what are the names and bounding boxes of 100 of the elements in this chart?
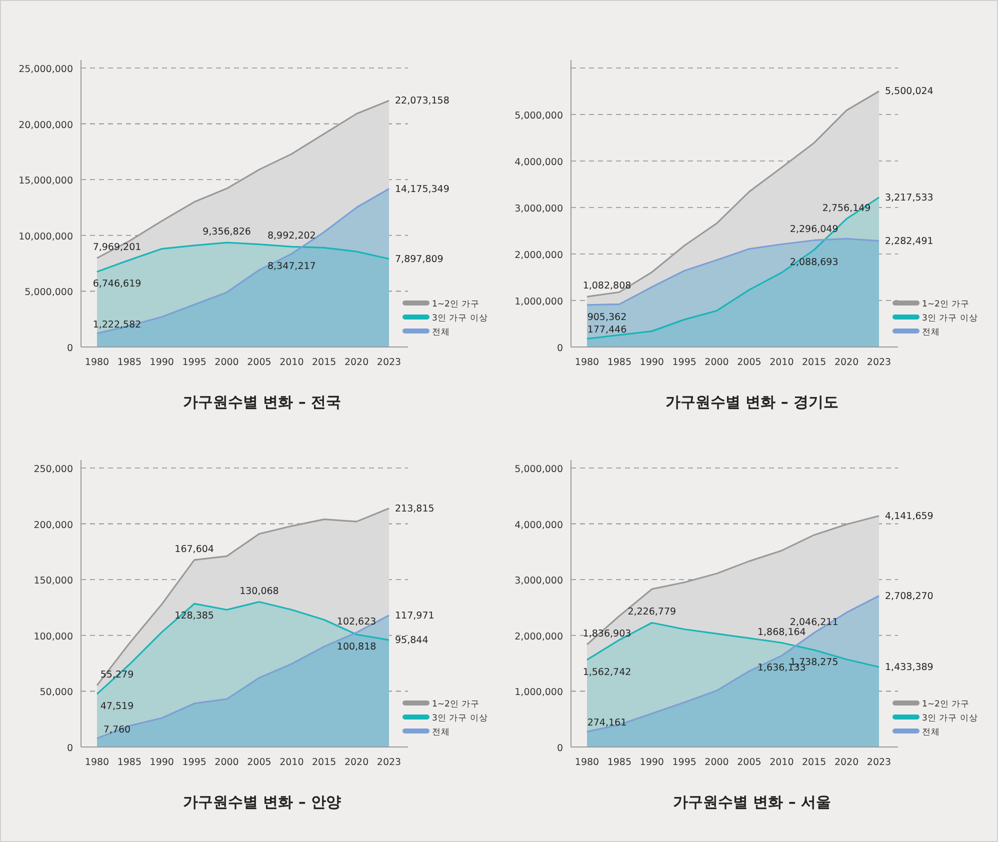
data-label: 102,623 <box>336 616 376 628</box>
y-tick-label: 50,000 <box>40 687 73 698</box>
y-tick-label: 0 <box>556 343 563 354</box>
x-tick-label: 2023 <box>376 757 402 768</box>
data-label: 4,141,659 <box>885 510 934 522</box>
legend-label: 3인 가구 이상 <box>922 314 978 324</box>
x-tick-label: 2015 <box>312 357 336 368</box>
x-tick-label: 1995 <box>672 757 696 768</box>
x-tick-label: 1995 <box>672 357 696 368</box>
x-tick-label: 1985 <box>607 757 632 768</box>
x-tick-label: 2010 <box>280 357 304 368</box>
y-tick-label: 100,000 <box>34 631 73 642</box>
y-tick-label: 25,000,000 <box>18 64 73 75</box>
x-tick-label: 2000 <box>214 357 239 368</box>
data-label: 3,217,533 <box>885 192 934 204</box>
data-label: 1,836,903 <box>582 628 632 640</box>
x-tick-label: 1990 <box>640 357 664 368</box>
x-tick-label: 1990 <box>150 357 174 368</box>
x-tick-label: 1985 <box>117 757 142 768</box>
data-label: 2,282,491 <box>885 236 934 247</box>
legend-label: 3인 가구 이상 <box>432 314 488 324</box>
y-tick-label: 1,000,000 <box>514 687 563 698</box>
x-tick-label: 2010 <box>770 357 794 368</box>
x-tick-label: 2000 <box>704 357 729 368</box>
x-tick-label: 1990 <box>150 757 174 768</box>
x-tick-label: 2010 <box>770 757 794 768</box>
x-tick-label: 1985 <box>607 357 632 368</box>
x-tick-label: 1995 <box>182 357 206 368</box>
data-label: 14,175,349 <box>395 184 450 195</box>
x-tick-label: 1980 <box>574 357 600 368</box>
y-tick-label: 200,000 <box>34 520 73 531</box>
data-label: 2,708,270 <box>885 590 934 602</box>
legend-label: 1~2인 가구 <box>922 700 970 710</box>
x-tick-label: 2000 <box>214 757 239 768</box>
x-tick-label: 2023 <box>866 757 892 768</box>
y-tick-label: 150,000 <box>34 576 73 587</box>
legend-label: 전체 <box>432 728 450 738</box>
x-tick-label: 2015 <box>312 757 336 768</box>
y-tick-label: 4,000,000 <box>514 520 563 531</box>
y-tick-label: 5,000,000 <box>514 110 563 122</box>
text: 가구원수별 변화 – 전국 <box>182 393 342 411</box>
data-label: 47,519 <box>100 700 134 712</box>
data-label: 9,356,826 <box>202 226 251 238</box>
x-tick-label: 1980 <box>84 757 110 768</box>
legend-label: 1~2인 가구 <box>432 300 480 310</box>
y-tick-label: 10,000,000 <box>18 231 73 242</box>
data-label: 117,971 <box>395 610 434 622</box>
data-label: 6,746,619 <box>92 278 142 290</box>
data-label: 100,818 <box>336 641 376 652</box>
y-tick-label: 3,000,000 <box>514 576 563 587</box>
y-tick-label: 0 <box>556 743 563 754</box>
data-label: 1,868,164 <box>757 626 806 638</box>
text: 가구원수별 변화 – 경기도 <box>665 393 839 411</box>
y-tick-label: 15,000,000 <box>18 176 73 187</box>
data-label: 274,161 <box>587 718 627 729</box>
data-label: 2,046,211 <box>790 616 838 628</box>
y-tick-label: 20,000,000 <box>18 120 73 131</box>
data-label: 8,992,202 <box>267 230 316 242</box>
y-tick-label: 2,000,000 <box>514 250 563 261</box>
data-label: 130,068 <box>240 586 279 597</box>
x-tick-label: 2000 <box>704 757 729 768</box>
data-label: 5,500,024 <box>885 86 934 98</box>
data-label: 213,815 <box>395 503 434 514</box>
data-label: 177,446 <box>587 324 627 336</box>
x-tick-label: 1980 <box>84 357 110 368</box>
text: 가구원수별 변화 – 안양 <box>182 793 342 811</box>
y-tick-label: 4,000,000 <box>514 157 563 168</box>
x-tick-label: 2023 <box>376 357 402 368</box>
x-tick-label: 2005 <box>247 757 272 768</box>
legend-label: 1~2인 가구 <box>432 700 480 710</box>
data-label: 7,760 <box>103 724 131 736</box>
data-label: 8,347,217 <box>267 260 316 272</box>
data-label: 1,082,808 <box>582 280 632 292</box>
y-tick-label: 2,000,000 <box>514 631 563 642</box>
x-tick-label: 2005 <box>247 357 272 368</box>
x-tick-label: 1985 <box>117 357 142 368</box>
x-tick-label: 2015 <box>802 757 826 768</box>
data-label: 905,362 <box>587 312 627 323</box>
data-label: 22,073,158 <box>395 96 450 107</box>
x-tick-label: 1995 <box>182 757 206 768</box>
y-tick-label: 0 <box>66 343 73 354</box>
legend-label: 전체 <box>922 328 940 338</box>
y-tick-label: 250,000 <box>34 464 73 475</box>
x-tick-label: 2020 <box>344 357 369 368</box>
x-tick-label: 2005 <box>737 357 762 368</box>
x-tick-label: 2010 <box>280 757 304 768</box>
legend-label: 3인 가구 이상 <box>432 714 488 724</box>
x-tick-label: 2023 <box>866 357 892 368</box>
data-label: 1,562,742 <box>582 666 632 678</box>
y-tick-label: 5,000,000 <box>514 464 563 475</box>
x-tick-label: 2005 <box>737 757 762 768</box>
y-tick-label: 5,000,000 <box>24 287 73 298</box>
x-tick-label: 2020 <box>834 357 859 368</box>
legend-label: 3인 가구 이상 <box>922 714 978 724</box>
x-tick-label: 2020 <box>834 757 859 768</box>
text: 가구원수별 변화 – 서울 <box>672 793 832 811</box>
y-tick-label: 0 <box>66 743 73 754</box>
data-label: 95,844 <box>395 635 428 646</box>
data-label: 167,604 <box>174 544 214 555</box>
data-label: 2,226,779 <box>628 606 676 618</box>
